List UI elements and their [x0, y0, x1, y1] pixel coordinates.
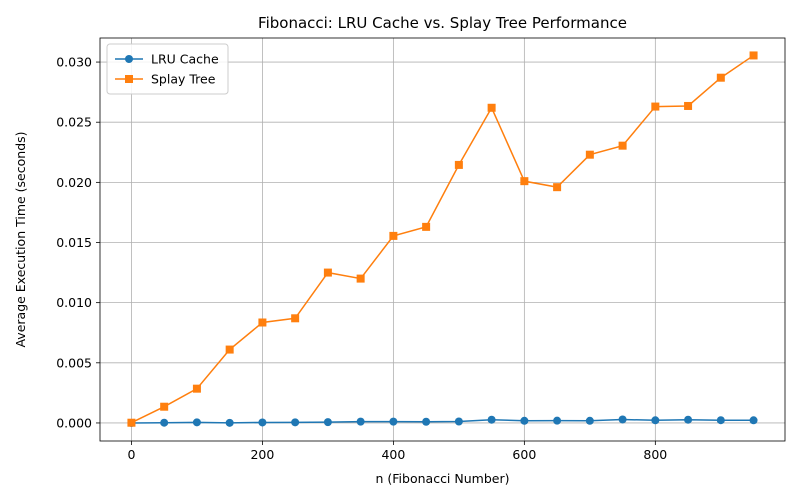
y-axis-title: Average Execution Time (seconds) [13, 131, 28, 347]
data-point-lru-cache [651, 416, 660, 425]
data-point-splay-tree [160, 402, 169, 411]
data-point-splay-tree [127, 418, 136, 427]
data-point-lru-cache [291, 418, 300, 427]
data-point-splay-tree [585, 150, 594, 159]
data-point-lru-cache [258, 418, 267, 427]
plot-frame [99, 37, 786, 442]
series-line-lru-cache [131, 418, 754, 424]
data-point-splay-tree [716, 73, 725, 82]
data-point-lru-cache [749, 416, 758, 425]
data-point-lru-cache [356, 417, 365, 426]
x-tick-label: 800 [643, 447, 667, 462]
data-point-splay-tree [258, 318, 267, 327]
data-point-splay-tree [684, 101, 693, 110]
data-point-lru-cache [585, 416, 594, 425]
data-point-splay-tree [422, 222, 431, 231]
legend: LRU Cache Splay Tree [106, 43, 229, 95]
y-tick-label: 0.000 [56, 415, 92, 430]
data-point-splay-tree [225, 345, 234, 354]
data-point-splay-tree [192, 384, 201, 393]
x-axis-ticks: 0 200 400 600 800 [127, 441, 667, 462]
series-markers [127, 51, 758, 427]
series-lines [131, 54, 754, 424]
legend-marker-splay-tree [125, 75, 133, 83]
data-point-splay-tree [520, 177, 529, 186]
data-point-splay-tree [618, 141, 627, 150]
data-point-lru-cache [323, 418, 332, 427]
x-tick-label: 400 [381, 447, 405, 462]
x-tick-label: 600 [512, 447, 536, 462]
y-tick-label: 0.010 [56, 295, 92, 310]
y-tick-label: 0.015 [56, 235, 92, 250]
legend-marker-lru-cache [125, 55, 133, 63]
legend-box [106, 43, 229, 95]
data-point-lru-cache [454, 417, 463, 426]
data-point-splay-tree [487, 103, 496, 112]
x-tick-label: 200 [250, 447, 274, 462]
data-point-splay-tree [323, 268, 332, 277]
data-point-lru-cache [389, 417, 398, 426]
data-point-splay-tree [749, 51, 758, 60]
data-point-lru-cache [160, 418, 169, 427]
data-point-lru-cache [520, 416, 529, 425]
data-point-splay-tree [651, 102, 660, 111]
data-point-lru-cache [716, 416, 725, 425]
data-point-splay-tree [389, 231, 398, 240]
y-tick-label: 0.005 [56, 355, 92, 370]
data-point-splay-tree [356, 274, 365, 283]
legend-label-splay-tree: Splay Tree [151, 72, 216, 87]
data-point-lru-cache [684, 415, 693, 424]
data-point-lru-cache [618, 415, 627, 424]
data-point-lru-cache [225, 418, 234, 427]
legend-label-lru-cache: LRU Cache [151, 52, 219, 67]
x-axis-title: n (Fibonacci Number) [376, 471, 510, 486]
x-tick-label: 0 [127, 447, 135, 462]
y-tick-label: 0.030 [56, 55, 92, 70]
data-point-splay-tree [291, 314, 300, 323]
data-point-lru-cache [553, 416, 562, 425]
data-point-splay-tree [454, 160, 463, 169]
y-tick-label: 0.020 [56, 175, 92, 190]
y-tick-label: 0.025 [56, 115, 92, 130]
series-line-splay-tree [131, 54, 754, 424]
data-point-lru-cache [487, 415, 496, 424]
chart-title: Fibonacci: LRU Cache vs. Splay Tree Perf… [258, 14, 627, 32]
data-point-lru-cache [422, 417, 431, 426]
data-point-splay-tree [553, 183, 562, 192]
data-point-lru-cache [192, 418, 201, 427]
y-axis-ticks: 0.000 0.005 0.010 0.015 0.020 0.025 0.030 [56, 55, 100, 430]
